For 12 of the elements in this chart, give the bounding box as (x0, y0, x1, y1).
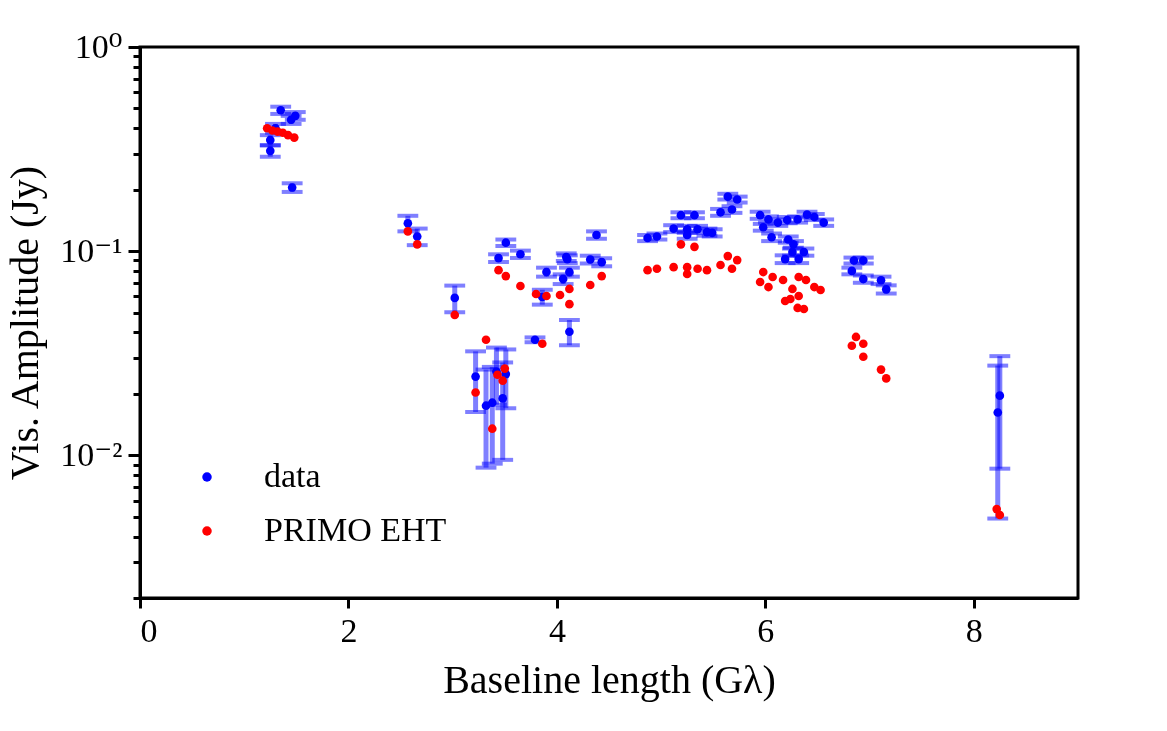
y-tick-label: 10⁻² (60, 435, 123, 473)
y-tick-label: 10⁰ (74, 27, 123, 65)
x-tick-label: 2 (340, 611, 358, 649)
legend-label: PRIMO EHT (264, 511, 447, 548)
x-tick-label: 6 (757, 611, 775, 649)
x-tick-label: 4 (548, 611, 566, 649)
y-tick-label: 10⁻¹ (60, 231, 123, 269)
x-tick-label: 0 (140, 611, 158, 649)
x-axis-title: Baseline length (Gλ) (443, 656, 776, 702)
y-axis-title: Vis. Amplitude (Jy) (2, 165, 48, 481)
legend-label: data (264, 457, 321, 494)
x-tick-label: 8 (965, 611, 983, 649)
